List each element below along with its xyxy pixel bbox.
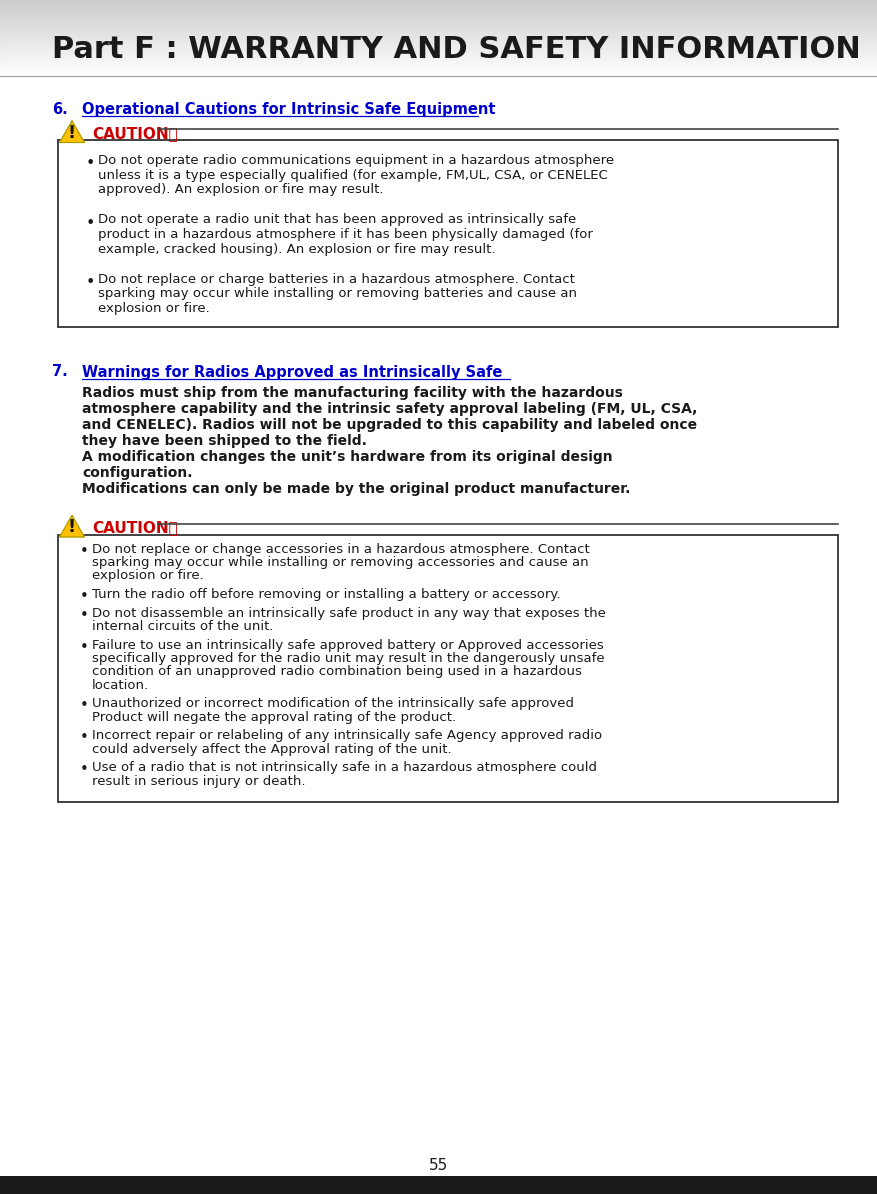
Text: Operational Cautions for Intrinsic Safe Equipment: Operational Cautions for Intrinsic Safe … bbox=[82, 101, 496, 117]
FancyBboxPatch shape bbox=[58, 535, 838, 801]
Text: •: • bbox=[80, 698, 89, 714]
Text: product in a hazardous atmosphere if it has been physically damaged (for: product in a hazardous atmosphere if it … bbox=[98, 228, 593, 241]
Text: configuration.: configuration. bbox=[82, 467, 192, 480]
Polygon shape bbox=[60, 516, 84, 537]
Text: !: ! bbox=[68, 124, 76, 142]
Text: !: ! bbox=[68, 518, 76, 536]
Text: specifically approved for the radio unit may result in the dangerously unsafe: specifically approved for the radio unit… bbox=[92, 652, 604, 665]
Text: Do not operate a radio unit that has been approved as intrinsically safe: Do not operate a radio unit that has bee… bbox=[98, 214, 576, 227]
Text: and CENELEC). Radios will not be upgraded to this capability and labeled once: and CENELEC). Radios will not be upgrade… bbox=[82, 419, 697, 432]
Text: unless it is a type especially qualified (for example, FM,UL, CSA, or CENELEC: unless it is a type especially qualified… bbox=[98, 168, 608, 181]
Text: Do not operate radio communications equipment in a hazardous atmosphere: Do not operate radio communications equi… bbox=[98, 154, 614, 167]
Text: •: • bbox=[80, 608, 89, 622]
Text: example, cracked housing). An explosion or fire may result.: example, cracked housing). An explosion … bbox=[98, 242, 496, 256]
Text: Do not replace or change accessories in a hazardous atmosphere. Contact: Do not replace or change accessories in … bbox=[92, 542, 589, 555]
Text: Failure to use an intrinsically safe approved battery or Approved accessories: Failure to use an intrinsically safe app… bbox=[92, 639, 603, 652]
Text: •: • bbox=[80, 763, 89, 777]
Text: location.: location. bbox=[92, 679, 149, 693]
Text: condition of an unapproved radio combination being used in a hazardous: condition of an unapproved radio combina… bbox=[92, 665, 581, 678]
Text: •: • bbox=[80, 543, 89, 559]
Text: Unauthorized or incorrect modification of the intrinsically safe approved: Unauthorized or incorrect modification o… bbox=[92, 697, 574, 710]
Text: 55: 55 bbox=[429, 1158, 448, 1173]
Text: Warnings for Radios Approved as Intrinsically Safe: Warnings for Radios Approved as Intrinsi… bbox=[82, 364, 503, 380]
FancyBboxPatch shape bbox=[58, 140, 838, 326]
Text: •: • bbox=[86, 215, 96, 230]
Text: CAUTION：: CAUTION： bbox=[92, 127, 178, 141]
Text: they have been shipped to the field.: they have been shipped to the field. bbox=[82, 435, 367, 449]
Text: •: • bbox=[80, 640, 89, 654]
Text: 7.: 7. bbox=[52, 364, 68, 380]
Text: Incorrect repair or relabeling of any intrinsically safe Agency approved radio: Incorrect repair or relabeling of any in… bbox=[92, 730, 602, 743]
Text: sparking may occur while installing or removing batteries and cause an: sparking may occur while installing or r… bbox=[98, 288, 577, 301]
Text: approved). An explosion or fire may result.: approved). An explosion or fire may resu… bbox=[98, 183, 383, 196]
Text: Do not disassemble an intrinsically safe product in any way that exposes the: Do not disassemble an intrinsically safe… bbox=[92, 607, 606, 620]
Polygon shape bbox=[60, 121, 84, 142]
Text: explosion or fire.: explosion or fire. bbox=[92, 570, 203, 583]
Text: Modifications can only be made by the original product manufacturer.: Modifications can only be made by the or… bbox=[82, 482, 631, 497]
Text: CAUTION：: CAUTION： bbox=[92, 521, 178, 535]
Text: atmosphere capability and the intrinsic safety approval labeling (FM, UL, CSA,: atmosphere capability and the intrinsic … bbox=[82, 402, 697, 417]
Text: 6.: 6. bbox=[52, 101, 68, 117]
Text: Radios must ship from the manufacturing facility with the hazardous: Radios must ship from the manufacturing … bbox=[82, 387, 623, 400]
Text: explosion or fire.: explosion or fire. bbox=[98, 302, 210, 315]
Text: sparking may occur while installing or removing accessories and cause an: sparking may occur while installing or r… bbox=[92, 556, 588, 570]
FancyBboxPatch shape bbox=[0, 1176, 877, 1194]
Text: •: • bbox=[80, 731, 89, 745]
Text: •: • bbox=[86, 275, 96, 290]
Text: Part F : WARRANTY AND SAFETY INFORMATION: Part F : WARRANTY AND SAFETY INFORMATION bbox=[52, 36, 860, 64]
Text: Product will negate the approval rating of the product.: Product will negate the approval rating … bbox=[92, 710, 456, 724]
Text: •: • bbox=[80, 589, 89, 604]
Text: •: • bbox=[86, 156, 96, 171]
Text: could adversely affect the Approval rating of the unit.: could adversely affect the Approval rati… bbox=[92, 743, 452, 756]
Text: Do not replace or charge batteries in a hazardous atmosphere. Contact: Do not replace or charge batteries in a … bbox=[98, 273, 575, 287]
Text: internal circuits of the unit.: internal circuits of the unit. bbox=[92, 620, 274, 633]
Text: result in serious injury or death.: result in serious injury or death. bbox=[92, 775, 305, 788]
Text: A modification changes the unit’s hardware from its original design: A modification changes the unit’s hardwa… bbox=[82, 450, 613, 464]
Text: Turn the radio off before removing or installing a battery or accessory.: Turn the radio off before removing or in… bbox=[92, 587, 560, 601]
Text: Use of a radio that is not intrinsically safe in a hazardous atmosphere could: Use of a radio that is not intrinsically… bbox=[92, 762, 597, 775]
